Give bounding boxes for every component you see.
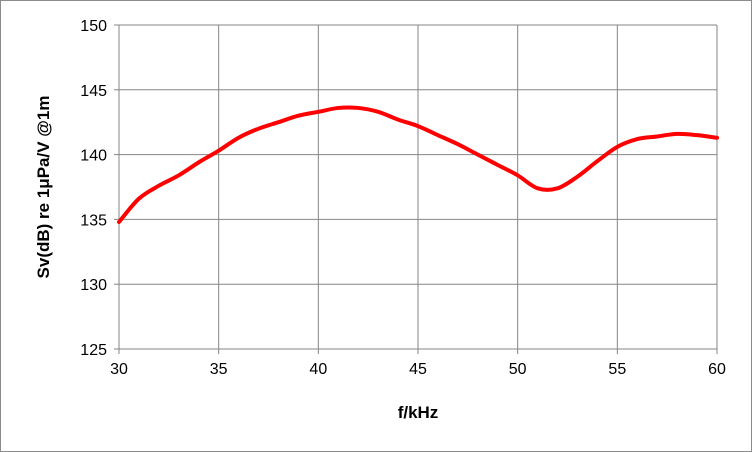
x-tick-label: 50 bbox=[509, 361, 527, 378]
x-tick-label: 30 bbox=[110, 361, 128, 378]
gridlines bbox=[118, 24, 718, 350]
y-tick-label: 130 bbox=[80, 277, 107, 294]
x-tick-label: 60 bbox=[708, 361, 726, 378]
series-layer bbox=[117, 105, 719, 224]
x-tick-label: 45 bbox=[409, 361, 427, 378]
x-axis-title: f/kHz bbox=[398, 403, 439, 422]
axes bbox=[114, 24, 718, 354]
y-tick-label: 150 bbox=[80, 18, 107, 35]
y-axis-title: Sv(dB) re 1μPa/V @1m bbox=[34, 96, 53, 279]
series-line bbox=[117, 105, 719, 224]
y-tick-label: 140 bbox=[80, 148, 107, 165]
y-tick-label: 135 bbox=[80, 212, 107, 229]
x-tick-label: 35 bbox=[210, 361, 228, 378]
x-tick-label: 55 bbox=[608, 361, 626, 378]
tick-labels: 30 35 40 45 50 55 60 125 130 135 140 145 150 bbox=[80, 18, 726, 378]
y-tick-label: 125 bbox=[80, 342, 107, 359]
x-tick-label: 40 bbox=[309, 361, 327, 378]
y-tick-label: 145 bbox=[80, 83, 107, 100]
